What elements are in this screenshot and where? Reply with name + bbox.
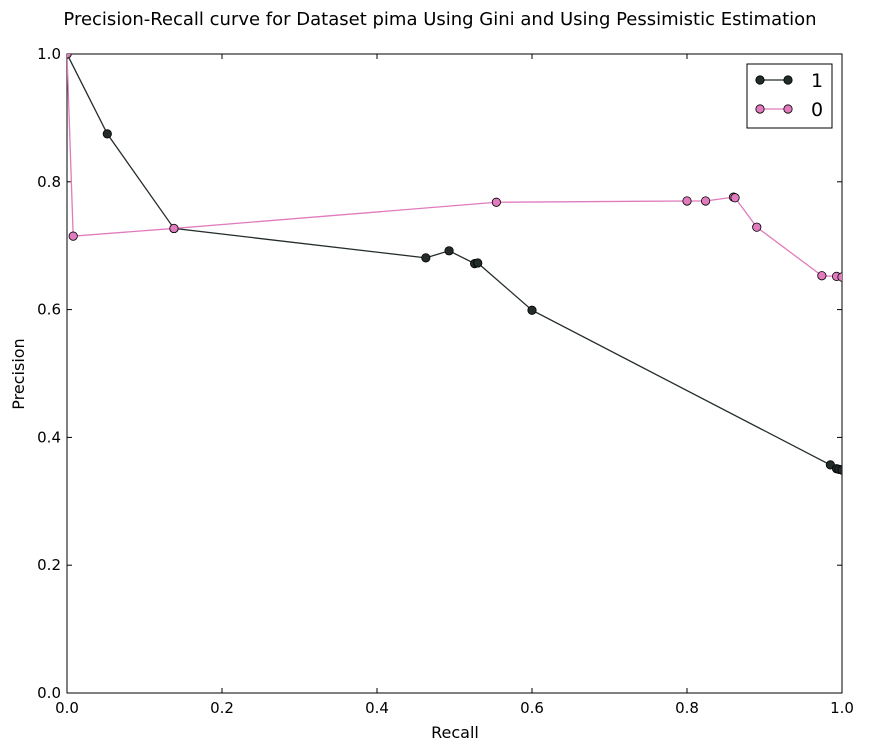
plot-area: 0.0 0.2 0.4 0.6 0.8 1.0 0.0 0.2 0.4 0.6 0.8 1.0	[37, 45, 854, 717]
chart-title: Precision-Recall curve for Dataset pima …	[63, 9, 816, 30]
data-point-series-0	[169, 223, 179, 234]
data-point-series-0	[752, 222, 762, 232]
data-point-series-1	[473, 258, 483, 268]
legend-marker-1	[783, 75, 793, 85]
plot-frame	[66, 53, 843, 694]
y-tick-label: 0.2	[37, 556, 61, 574]
x-tick-label: 1.0	[830, 699, 854, 717]
legend-box	[746, 63, 833, 129]
data-point-series-1	[837, 465, 842, 475]
data-point-series-0	[817, 271, 827, 281]
series-line-0	[67, 54, 842, 278]
legend-label-1: 1	[811, 70, 823, 92]
data-point-series-0	[837, 272, 842, 282]
data-point-series-1	[444, 246, 454, 256]
series-layer	[67, 54, 842, 475]
series-line-1	[67, 54, 842, 471]
legend-marker-1	[755, 75, 765, 85]
y-tick-label: 0.4	[37, 428, 61, 446]
y-tick-label: 0.0	[37, 684, 61, 702]
x-tick-label: 0.4	[365, 699, 389, 717]
data-point-series-1	[421, 253, 431, 263]
x-tick-label: 0.6	[520, 699, 544, 717]
legend-marker-0	[783, 104, 793, 114]
y-tick-label: 0.6	[37, 301, 61, 319]
legend-marker-0	[755, 104, 765, 114]
data-point-series-0	[700, 196, 711, 206]
data-point-series-1	[102, 129, 112, 139]
legend: 10	[746, 63, 833, 129]
data-point-series-1	[527, 305, 537, 315]
y-tick-label: 1.0	[37, 45, 61, 63]
y-axis-label: Precision	[9, 338, 28, 409]
x-axis-label: Recall	[431, 723, 479, 742]
x-tick-label: 0.8	[675, 699, 699, 717]
data-point-series-0	[68, 231, 78, 241]
data-point-series-0	[730, 193, 740, 203]
x-tick-label: 0.2	[210, 699, 234, 717]
data-point-series-0	[67, 54, 72, 59]
data-point-series-0	[491, 197, 501, 207]
data-point-series-0	[682, 196, 692, 206]
legend-label-0: 0	[811, 99, 823, 121]
x-tick-label: 0.0	[55, 699, 79, 717]
y-tick-label: 0.8	[37, 173, 61, 191]
